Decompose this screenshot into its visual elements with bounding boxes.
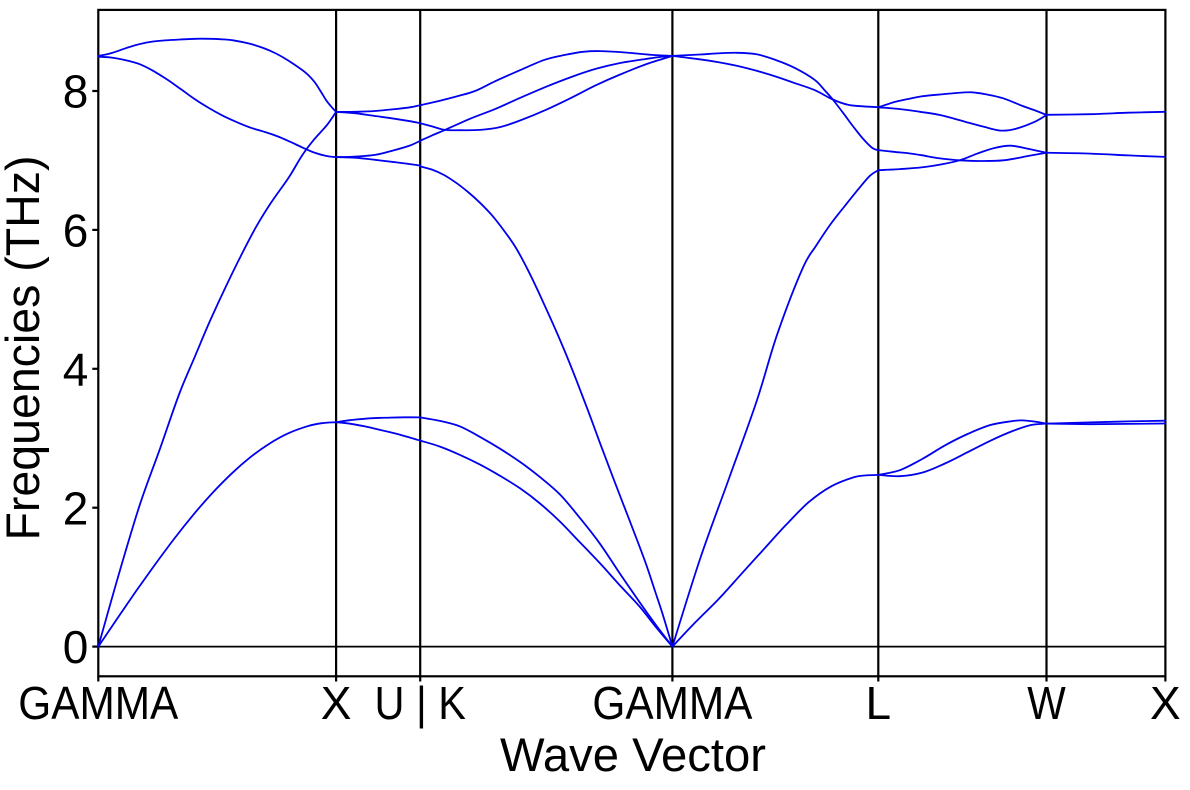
svg-text:GAMMA: GAMMA bbox=[18, 677, 178, 729]
svg-text:6: 6 bbox=[63, 205, 89, 257]
svg-text:L: L bbox=[866, 677, 892, 729]
svg-text:GAMMA: GAMMA bbox=[592, 677, 752, 729]
svg-text:Frequencies (THz): Frequencies (THz) bbox=[0, 156, 49, 541]
svg-text:2: 2 bbox=[63, 482, 89, 534]
svg-text:W: W bbox=[1027, 677, 1066, 729]
svg-text:X: X bbox=[321, 677, 352, 729]
svg-text:U | K: U | K bbox=[374, 677, 466, 729]
svg-text:4: 4 bbox=[63, 343, 89, 395]
svg-text:X: X bbox=[1150, 677, 1181, 729]
svg-text:8: 8 bbox=[63, 66, 89, 118]
svg-text:Wave Vector: Wave Vector bbox=[500, 728, 766, 781]
svg-text:0: 0 bbox=[63, 621, 89, 673]
